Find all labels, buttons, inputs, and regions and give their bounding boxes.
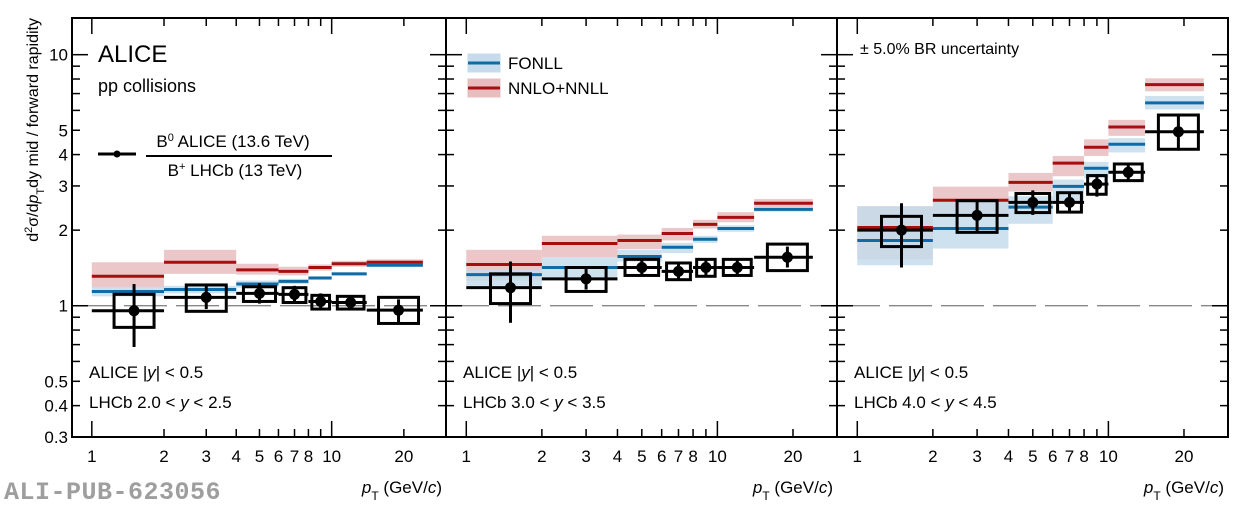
x-tick-label: 8 bbox=[688, 447, 697, 466]
y-tick-label: 4 bbox=[59, 146, 68, 165]
alice-rapidity-label: ALICE |y| < 0.5 bbox=[463, 363, 577, 382]
x-axis-title: pT (GeV/c) bbox=[361, 478, 442, 503]
x-tick-label: 7 bbox=[1065, 447, 1074, 466]
x-tick-label: 20 bbox=[394, 447, 413, 466]
x-tick-label: 1 bbox=[853, 447, 862, 466]
nnlo-band bbox=[541, 235, 618, 258]
data-legend-marker bbox=[113, 150, 121, 158]
data-point bbox=[700, 262, 712, 274]
data-syst-box bbox=[184, 283, 228, 313]
panel-2: 1 2 3 4 5 6 7 8 10 20 pT (GeV/c) ALICE |y| < 0.5 LHC… bbox=[445, 17, 838, 503]
data-point bbox=[505, 282, 517, 294]
panel-3: 1 2 3 4 5 6 7 8 10 20 pT (GeV/c) ALICE |y| < 0.5 LHC… bbox=[836, 17, 1229, 503]
x-tick-label: 20 bbox=[784, 447, 803, 466]
y-tick-label: 0.4 bbox=[44, 397, 68, 416]
y-tick-label: 0.3 bbox=[44, 428, 68, 447]
x-tick-label: 2 bbox=[159, 447, 168, 466]
x-tick-label: 8 bbox=[1079, 447, 1088, 466]
y-tick-label: 2 bbox=[59, 221, 68, 240]
x-tick-label: 20 bbox=[1175, 447, 1194, 466]
x-tick-label: 1 bbox=[462, 447, 471, 466]
x-tick-label: 5 bbox=[255, 447, 264, 466]
plot-area bbox=[446, 199, 837, 323]
x-tick-label: 2 bbox=[928, 447, 937, 466]
lhcb-rapidity-label: LHCb 3.0 < y < 3.5 bbox=[463, 393, 606, 412]
data-point bbox=[580, 273, 592, 285]
nnlo-band bbox=[1052, 155, 1085, 177]
data-syst-box bbox=[377, 295, 421, 325]
legend-fonll-label: FONLL bbox=[508, 54, 563, 73]
data-point bbox=[345, 297, 357, 309]
x-tick-label: 10 bbox=[322, 447, 341, 466]
x-tick-label: 4 bbox=[613, 447, 622, 466]
legend-nnlo-label: NNLO+NNLL bbox=[508, 79, 609, 98]
y-tick-label: 5 bbox=[59, 121, 68, 140]
data-syst-box bbox=[564, 266, 608, 293]
x-tick-label: 2 bbox=[537, 447, 546, 466]
y-tick-label: 3 bbox=[59, 177, 68, 196]
x-tick-label: 7 bbox=[290, 447, 299, 466]
x-tick-label: 4 bbox=[1004, 447, 1013, 466]
y-tick-label: 0.5 bbox=[44, 372, 68, 391]
data-syst-box bbox=[721, 257, 753, 277]
x-tick-label: 3 bbox=[581, 447, 590, 466]
data-point bbox=[971, 209, 983, 221]
ratio-numerator-label: B0 ALICE (13.6 TeV) bbox=[156, 132, 309, 151]
x-tick-label: 6 bbox=[274, 447, 283, 466]
publication-id-watermark: ALI-PUB-623056 bbox=[4, 478, 222, 507]
x-tick-label: 10 bbox=[708, 447, 727, 466]
lhcb-rapidity-label: LHCb 2.0 < y < 2.5 bbox=[89, 393, 232, 412]
data-point bbox=[1172, 126, 1184, 138]
data-point bbox=[672, 265, 684, 277]
x-tick-label: 1 bbox=[87, 447, 96, 466]
data-point bbox=[1063, 196, 1075, 208]
data-point bbox=[1122, 166, 1134, 178]
x-tick-label: 10 bbox=[1099, 447, 1118, 466]
plot-area bbox=[72, 249, 446, 347]
alice-label: ALICE bbox=[98, 41, 167, 68]
x-tick-label: 4 bbox=[231, 447, 240, 466]
x-tick-label: 6 bbox=[1048, 447, 1057, 466]
data-point bbox=[731, 262, 743, 274]
data-point bbox=[636, 262, 648, 274]
x-tick-label: 3 bbox=[202, 447, 211, 466]
lhcb-rapidity-label: LHCb 4.0 < y < 4.5 bbox=[854, 393, 997, 412]
data-point bbox=[128, 305, 140, 317]
y-axis-title: d2σ/dpTdy mid / forward rapidity bbox=[23, 18, 47, 242]
data-point bbox=[200, 291, 212, 303]
x-tick-label: 3 bbox=[972, 447, 981, 466]
data-point bbox=[393, 304, 405, 316]
data-point bbox=[1027, 196, 1039, 208]
y-tick-label: 10 bbox=[49, 46, 68, 65]
x-axis-title: pT (GeV/c) bbox=[1143, 478, 1224, 503]
data-point bbox=[289, 288, 301, 300]
alice-rapidity-label: ALICE |y| < 0.5 bbox=[89, 363, 203, 382]
data-point bbox=[253, 287, 265, 299]
plot-area bbox=[837, 78, 1228, 307]
collisions-label: pp collisions bbox=[98, 76, 196, 96]
data-point bbox=[315, 295, 327, 307]
data-syst-box bbox=[765, 242, 809, 273]
data-point bbox=[1091, 178, 1103, 190]
y-tick-label: 1 bbox=[59, 297, 68, 316]
x-tick-label: 5 bbox=[637, 447, 646, 466]
x-tick-label: 7 bbox=[674, 447, 683, 466]
data-point bbox=[896, 224, 908, 236]
x-tick-label: 8 bbox=[304, 447, 313, 466]
ratio-denominator-label: B+ LHCb (13 TeV) bbox=[168, 161, 303, 180]
br-uncertainty-label: ± 5.0% BR uncertainty bbox=[860, 41, 1019, 58]
x-tick-label: 6 bbox=[657, 447, 666, 466]
alice-rapidity-label: ALICE |y| < 0.5 bbox=[854, 363, 968, 382]
x-tick-label: 5 bbox=[1028, 447, 1037, 466]
data-point bbox=[781, 251, 793, 263]
x-axis-title: pT (GeV/c) bbox=[752, 478, 833, 503]
